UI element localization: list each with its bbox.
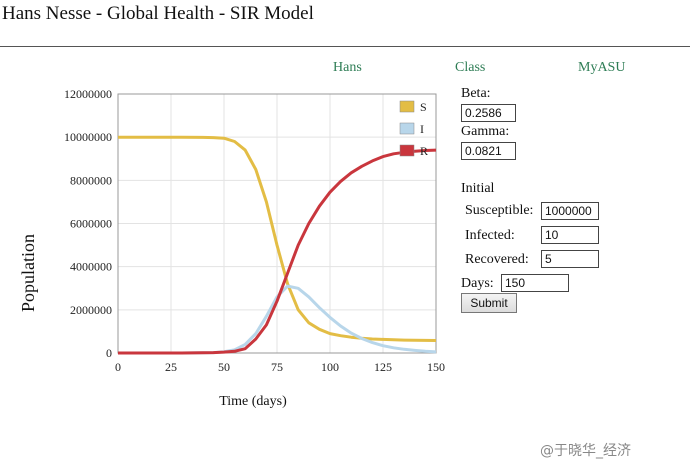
nav-link-myasu[interactable]: MyASU: [578, 60, 626, 75]
y-tick-label: 10000000: [64, 130, 112, 144]
legend-swatch-i: [399, 122, 415, 135]
nav-link-hans[interactable]: Hans: [333, 60, 362, 75]
chart-grid: [117, 93, 437, 354]
nav-link-class[interactable]: Class: [455, 60, 486, 75]
x-tick-label: 150: [427, 360, 445, 374]
plot-frame: [117, 93, 437, 354]
y-tick-label: 0: [106, 346, 112, 360]
susceptible-input[interactable]: [541, 202, 599, 220]
y-axis-label: Population: [18, 234, 38, 312]
beta-label: Beta:: [461, 86, 491, 101]
y-tick-label: 4000000: [70, 260, 112, 274]
y-tick-label: 6000000: [70, 217, 112, 231]
x-tick-label: 0: [115, 360, 121, 374]
infected-input[interactable]: [541, 226, 599, 244]
y-tick-label: 12000000: [64, 87, 112, 101]
x-tick-label: 25: [165, 360, 177, 374]
series-lines: [118, 135, 437, 355]
series-line-s: [118, 135, 437, 342]
header-divider: [0, 46, 690, 47]
x-tick-label: 100: [321, 360, 339, 374]
legend-label-r: R: [420, 144, 428, 158]
x-axis-label: Time (days): [219, 394, 287, 409]
gamma-input[interactable]: [461, 142, 516, 160]
watermark: @于晓华_经济: [540, 443, 631, 459]
gamma-label: Gamma:: [461, 124, 510, 139]
page-title: Hans Nesse - Global Health - SIR Model: [2, 3, 314, 24]
legend-swatch-r: [399, 144, 415, 157]
legend-label-s: S: [420, 100, 427, 114]
days-label: Days:: [461, 276, 494, 291]
beta-input[interactable]: [461, 104, 516, 122]
susceptible-label: Susceptible:: [465, 203, 534, 218]
y-tick-label: 8000000: [70, 173, 112, 187]
days-input[interactable]: [501, 274, 569, 292]
chart-legend: SIR: [399, 100, 428, 158]
legend-swatch-s: [399, 100, 415, 113]
axis-ticks: 0 25 50 75 100 125 150 0 2000000 4000000 6000000 80…: [64, 87, 445, 374]
recovered-input[interactable]: [541, 250, 599, 268]
recovered-label: Recovered:: [465, 252, 529, 267]
infected-label: Infected:: [465, 228, 515, 243]
x-tick-label: 125: [374, 360, 392, 374]
submit-button[interactable]: Submit: [461, 293, 517, 313]
y-tick-label: 2000000: [70, 303, 112, 317]
legend-label-i: I: [420, 122, 424, 136]
series-line-r: [118, 148, 437, 355]
x-tick-label: 50: [218, 360, 230, 374]
initial-heading: Initial: [461, 181, 495, 196]
sir-chart: 0 25 50 75 100 125 150 0 2000000 4000000 6000000 80…: [18, 87, 445, 409]
x-tick-label: 75: [271, 360, 283, 374]
